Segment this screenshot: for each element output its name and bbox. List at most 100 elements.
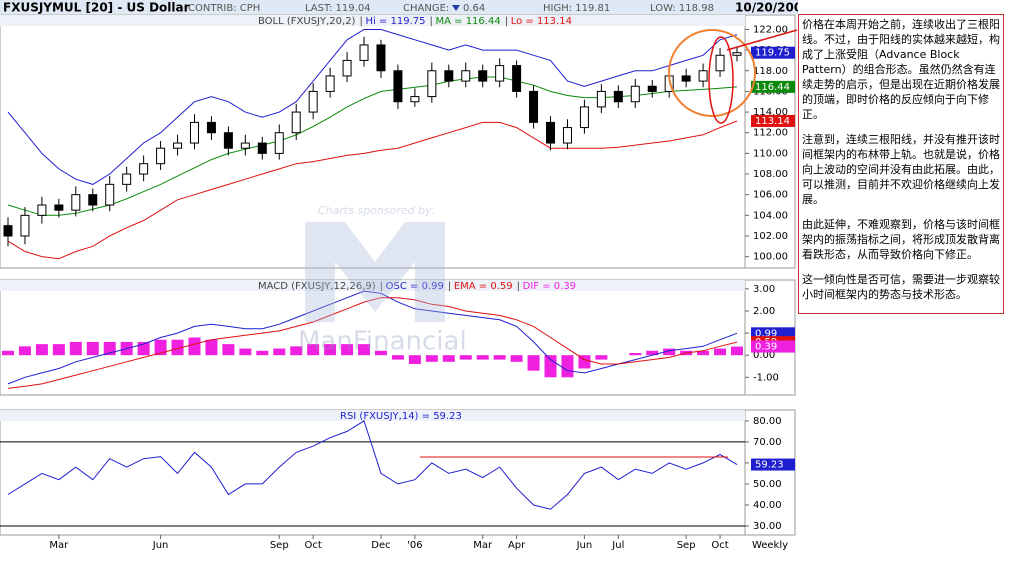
high: HIGH: 119.81: [543, 3, 610, 14]
candle-body: [71, 194, 81, 211]
panel-title: BOLL (FXUSJY,20,2): [258, 16, 356, 27]
y-tick-label: 102.00: [753, 231, 788, 242]
candle-body: [88, 194, 98, 206]
candle-body: [512, 65, 522, 92]
candle-body: [291, 111, 301, 134]
y-tick-label: -1.00: [753, 372, 779, 383]
histogram-bar: [69, 341, 82, 356]
series-line: [7, 29, 738, 185]
histogram-bar: [493, 355, 506, 360]
change-value: 0.64: [463, 3, 485, 14]
x-tick-label: '06: [407, 540, 422, 551]
candle-body: [122, 173, 132, 185]
histogram-bar: [86, 341, 99, 356]
down-arrow: [452, 5, 460, 11]
y-tick-label: 106.00: [753, 190, 788, 201]
legend-separator: |: [359, 16, 362, 27]
histogram-bar: [527, 355, 540, 371]
y-tick-label: 50.00: [753, 479, 782, 490]
watermark-sponsor: Charts sponsored by:: [318, 204, 435, 217]
candle-body: [257, 142, 267, 154]
legend-separator: |: [380, 281, 383, 292]
annotation-text: 由此延伸，不难观察到，价格与该时间框架内的振荡指标之间，将形成顶发散背离看跌形态…: [802, 218, 1000, 261]
panel-title: RSI (FXUSJY,14) = 59.23: [340, 411, 462, 422]
x-tick-label: Oct: [711, 540, 728, 551]
candle-body: [20, 214, 30, 237]
panel-frame: [0, 14, 796, 269]
y-tick-label: 122.00: [753, 24, 788, 35]
histogram-bar: [561, 355, 574, 378]
legend-separator: |: [429, 16, 432, 27]
candle-body: [681, 75, 691, 82]
histogram-bar: [341, 344, 354, 356]
candle-body: [156, 147, 166, 165]
legend-entry: Lo = 113.14: [511, 16, 572, 27]
candle-body: [376, 44, 386, 72]
legend-entry: MA = 116.44: [435, 16, 500, 27]
candle-body: [698, 70, 708, 82]
y-tick-label: 108.00: [753, 169, 788, 180]
histogram-bar: [154, 339, 167, 356]
candle-body: [630, 85, 640, 103]
candle-body: [223, 132, 233, 149]
value-tag-label: 113.14: [755, 116, 790, 127]
candle-body: [579, 106, 589, 129]
candle-body: [3, 225, 13, 237]
contrib: CONTRIB: CPH: [188, 3, 260, 14]
histogram-bar: [324, 344, 337, 356]
histogram-bar: [239, 348, 252, 356]
candle-body: [393, 70, 403, 103]
x-tick-label: Apr: [508, 540, 526, 551]
y-tick-label: 2.00: [753, 306, 775, 317]
candle-body: [308, 90, 318, 113]
histogram-bar: [697, 350, 710, 356]
watermark: Charts sponsored by: ManFinancial: [298, 204, 467, 357]
watermark-brand: ManFinancial: [298, 327, 467, 357]
candle-body: [240, 142, 250, 149]
x-tick-label: Jun: [576, 540, 593, 551]
legend-separator: |: [448, 281, 451, 292]
series-line: [7, 420, 738, 510]
histogram-bar: [544, 355, 557, 378]
y-tick-label: 112.00: [753, 128, 788, 139]
y-tick-label: 0.00: [753, 350, 775, 361]
low: LOW: 118.98: [650, 3, 714, 14]
annotation-text: 价格在本周开始之前，连续收出了三根阳线。不过，由于阳线的实体越来越短，构成了上涨…: [802, 18, 1000, 121]
annotation-text: 这一倾向性是否可信，需要进一步观察较小时间框架内的势态与技术形态。: [802, 273, 1000, 301]
histogram-bar: [2, 350, 14, 356]
annotation-box: 价格在本周开始之前，连续收出了三根阳线。不过，由于阳线的实体越来越短，构成了上涨…: [798, 14, 1004, 314]
candle-body: [139, 163, 149, 175]
histogram-bar: [646, 350, 659, 356]
histogram-bar: [290, 346, 303, 356]
candle-body: [105, 183, 115, 206]
value-tag: [751, 80, 795, 93]
histogram-bar: [374, 350, 387, 356]
legend-separator: |: [517, 281, 520, 292]
value-tag: [751, 114, 795, 127]
histogram-bar: [18, 346, 31, 356]
histogram-bar: [171, 339, 184, 356]
histogram-bar: [425, 355, 438, 362]
value-tag-label: 0.39: [755, 342, 777, 353]
histogram-bar: [408, 355, 421, 365]
candle-body: [206, 121, 216, 134]
histogram-bar: [307, 344, 320, 356]
x-tick-label: Mar: [49, 540, 69, 551]
histogram-bar: [663, 348, 676, 356]
candle-body: [529, 90, 539, 123]
histogram-bar: [629, 352, 642, 356]
panel-frame: [0, 409, 796, 536]
histogram-bar: [205, 339, 218, 356]
candle-body: [562, 127, 572, 144]
title-bar: [0, 15, 745, 26]
legend-entry: Hi = 119.75: [365, 16, 425, 27]
candle-body: [427, 70, 437, 98]
candle-body: [410, 96, 420, 103]
chart: FXUSJYMUL [20] - US Dollar CONTRIB: CPH …: [0, 0, 811, 551]
histogram-bar: [459, 355, 472, 360]
legend-entry: EMA = 0.59: [454, 281, 513, 292]
candle-body: [495, 65, 505, 82]
y-tick-label: 118.00: [753, 66, 788, 77]
candle-body: [647, 85, 657, 92]
